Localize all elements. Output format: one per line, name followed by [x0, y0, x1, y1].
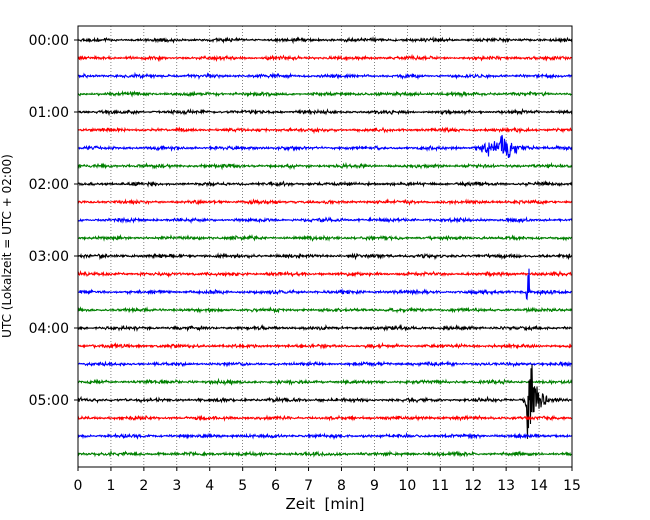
trace-line [78, 233, 572, 242]
y-tick-label: 01:00 [29, 105, 69, 121]
trace-line [78, 449, 572, 458]
trace-line [78, 364, 572, 439]
x-tick-label: 13 [497, 478, 515, 494]
x-tick-label: 2 [139, 478, 148, 494]
y-axis-ticks: 00:00 01:00 02:00 03:00 04:00 05:00 [29, 33, 78, 409]
trace-line [78, 414, 572, 422]
trace-line [78, 252, 572, 261]
x-tick-label: 4 [205, 478, 214, 494]
x-tick-label: 11 [431, 478, 449, 494]
seismic-traces [78, 36, 572, 458]
x-tick-label: 9 [370, 478, 379, 494]
trace-line [78, 161, 572, 171]
x-axis-ticks: 0 1 2 3 4 5 6 7 8 9 10 11 12 13 14 15 [74, 467, 581, 494]
trace-line [78, 377, 572, 387]
y-tick-label: 00:00 [29, 33, 69, 49]
trace-line [78, 360, 572, 368]
trace-line [78, 306, 572, 314]
trace-line [78, 71, 572, 81]
plot-background [78, 26, 572, 467]
x-tick-label: 12 [464, 478, 482, 494]
y-tick-label: 03:00 [29, 249, 69, 265]
x-tick-label: 15 [563, 478, 581, 494]
x-axis-label: Zeit [min] [285, 495, 364, 513]
x-tick-label: 1 [106, 478, 115, 494]
y-tick-label: 02:00 [29, 177, 69, 193]
x-tick-label: 10 [398, 478, 416, 494]
trace-line [78, 341, 572, 350]
trace-line [78, 90, 572, 99]
trace-line [78, 126, 572, 135]
trace-line [78, 270, 572, 279]
x-tick-label: 14 [530, 478, 548, 494]
trace-line [78, 53, 572, 63]
trace-line [78, 36, 572, 45]
y-axis-label: UTC (Lokalzeit = UTC + 02:00) [0, 154, 14, 338]
x-tick-label: 7 [304, 478, 313, 494]
x-tick-label: 3 [172, 478, 181, 494]
x-tick-label: 5 [238, 478, 247, 494]
trace-line [78, 198, 572, 206]
x-tick-label: 8 [337, 478, 346, 494]
trace-line [78, 107, 572, 117]
trace-line [78, 268, 572, 301]
trace-line [78, 216, 572, 225]
trace-line [78, 134, 572, 159]
x-tick-label: 6 [271, 478, 280, 494]
y-tick-label: 05:00 [29, 393, 69, 409]
x-tick-label: 0 [74, 478, 83, 494]
trace-line [78, 431, 572, 441]
y-tick-label: 04:00 [29, 321, 69, 337]
trace-line [78, 180, 572, 188]
plot-frame [77, 25, 573, 468]
trace-line [78, 323, 572, 332]
